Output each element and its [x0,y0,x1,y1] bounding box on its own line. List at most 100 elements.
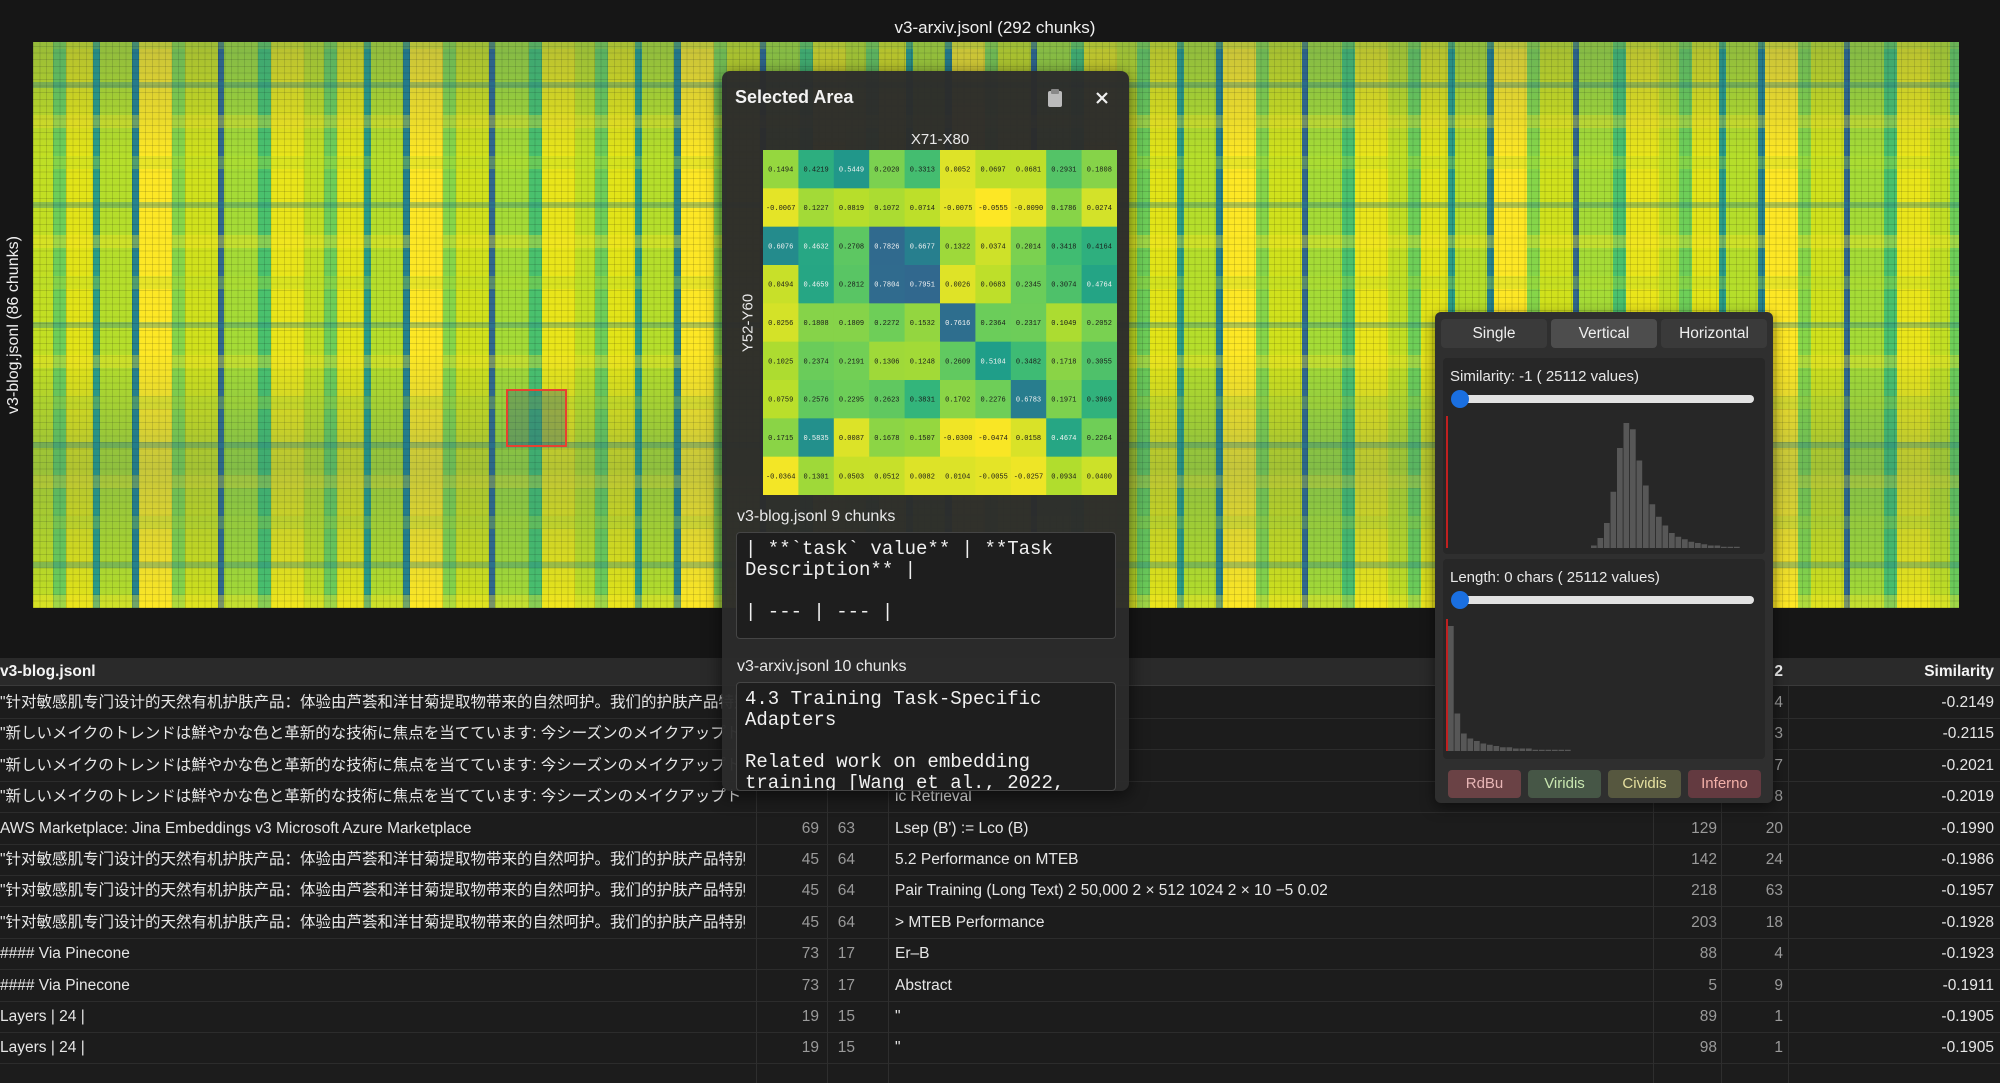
matrix-cell [1081,341,1117,381]
matrix-cell [798,456,835,495]
matrix-cell [1046,303,1083,343]
histogram-bar [1539,749,1545,751]
matrix-cell [869,150,906,189]
histogram-bar [1617,448,1623,548]
matrix-cell [833,456,870,495]
matrix-cell-label: 0.2317 [1016,320,1041,328]
matrix-cell-label: 0.1227 [803,205,828,213]
length-slider[interactable] [1456,596,1754,604]
matrix-cell-label: 0.2374 [803,358,828,366]
table-cell: -0.2021 [1941,756,1994,774]
colormap-button[interactable]: RdBu [1448,770,1521,798]
table-cell: 89 [1699,1008,1717,1025]
histogram-bar [1695,543,1701,548]
heatmap-title: v3-arxiv.jsonl (292 chunks) [894,18,1096,37]
table-cell: 15 [837,1008,855,1025]
table-cell: 45 [801,851,819,868]
matrix-cell-label: 0.0274 [1087,205,1112,213]
matrix-cell-label: 0.7804 [874,282,899,290]
matrix-cell [763,341,799,381]
matrix-cell [869,418,906,458]
matrix-cell [763,303,799,343]
table-row: #### Via Pinecone 73 17 Abstract 5 9 -0.1911 [0,970,2000,1002]
arxiv-textarea[interactable]: 4.3 Training Task-Specific Adapters Rela… [736,682,1116,791]
histogram-bar [1506,747,1513,751]
matrix-cell [1046,456,1083,495]
matrix-cell-label: 0.1808 [1087,167,1112,175]
colormap-button[interactable]: Viridis [1528,770,1601,798]
header-cell: v3-blog.jsonl [0,663,96,680]
colormap-button[interactable]: Cividis [1608,770,1681,798]
table-cell: 64 [837,851,855,868]
matrix-cell [975,341,1012,381]
view-tab[interactable]: Vertical [1551,319,1657,348]
close-button[interactable] [1094,90,1110,106]
matrix-cell [1010,188,1047,228]
matrix-cell-label: 0.1786 [1051,205,1076,213]
matrix-cell-label: 0.1808 [803,320,828,328]
matrix-cell-label: 0.0714 [910,205,935,213]
matrix-cell-label: 0.4674 [1051,435,1076,443]
matrix-cell [1010,418,1047,458]
matrix-cell [1046,418,1083,458]
histogram-bar [1597,538,1604,548]
table-cell: "针对敏感肌专门设计的天然有机护肤产品：体验由芦荟和洋甘菊提取物带来的自然呵护。… [0,694,745,711]
view-tab[interactable]: Horizontal [1661,319,1767,348]
matrix-cell [1081,418,1117,458]
table-cell: Lsep (B') := Lco (B) [895,819,1029,837]
copy-icon[interactable] [1045,87,1065,109]
matrix-cell-label: 0.0934 [1051,473,1076,481]
table-cell: 64 [837,882,855,900]
matrix-cell-label: 0.0158 [1016,435,1041,443]
histogram-bar [1552,749,1558,751]
matrix-cell [904,265,941,304]
table-cell: 15 [837,1039,855,1057]
matrix-cell-label: 0.0503 [839,473,864,481]
table-cell: 17 [837,945,855,963]
matrix-cell [763,188,799,228]
matrix-cell [975,226,1012,266]
matrix-cell [975,456,1012,495]
length-section: Length: 0 chars ( 25112 values) [1443,559,1765,759]
view-tab[interactable]: Single [1441,319,1547,348]
matrix-cell-label: -0.0474 [978,435,1007,443]
similarity-slider[interactable] [1456,395,1754,403]
similarity-cutoff [1446,416,1448,548]
matrix-cell-label: 0.7826 [874,243,899,251]
matrix-cell-label: 0.4632 [803,243,828,251]
histogram-bar [1565,749,1571,751]
histogram-bar [1493,746,1500,751]
length-thumb[interactable] [1451,591,1469,609]
blog-textarea[interactable]: | **`task` value** | **Task Description*… [736,532,1116,639]
arxiv-label: v3-arxiv.jsonl 10 chunks [737,658,907,675]
colormap-button[interactable]: Inferno [1688,770,1761,798]
table-cell: -0.2115 [1942,725,1994,743]
matrix-cell-label: 0.2931 [1051,167,1076,175]
table-cell: -0.1986 [1941,851,1994,868]
table-cell: Layers | 24 | [0,1008,85,1025]
table-row: AWS Marketplace: Jina Embeddings v3 Micr… [0,813,2000,845]
matrix-cell-label: 0.2576 [803,397,828,405]
matrix-cell-label: 0.4659 [803,282,828,290]
matrix-cell-label: 0.1971 [1051,397,1076,405]
matrix-cell [833,226,870,266]
matrix-cell-label: 0.3482 [1016,358,1041,366]
matrix-cell-label: 0.0400 [1087,473,1112,481]
matrix-cell [904,380,941,419]
histogram-bar [1630,429,1636,548]
table-cell: 45 [801,913,819,931]
similarity-label: Similarity: -1 ( 25112 values) [1450,368,1639,385]
matrix-cell [975,303,1012,343]
matrix-cell [763,418,799,458]
histogram-bar [1500,747,1506,751]
matrix-cell-label: 0.2364 [980,320,1005,328]
matrix-cell-label: 0.2272 [874,320,899,328]
table-row: "新しいメイクのトレンドは鮮やかな色と革新的な技術に焦点を当てています: 今シー… [0,781,2000,814]
table-cell: -0.1905 [1941,1039,1994,1057]
similarity-thumb[interactable] [1451,390,1469,408]
matrix-x-label: X71-X80 [910,131,970,148]
matrix-cell-label: 0.1025 [768,358,793,366]
table-cell: 9 [1774,976,1783,994]
table-cell: 19 [801,1008,819,1025]
matrix-cell [833,418,870,458]
